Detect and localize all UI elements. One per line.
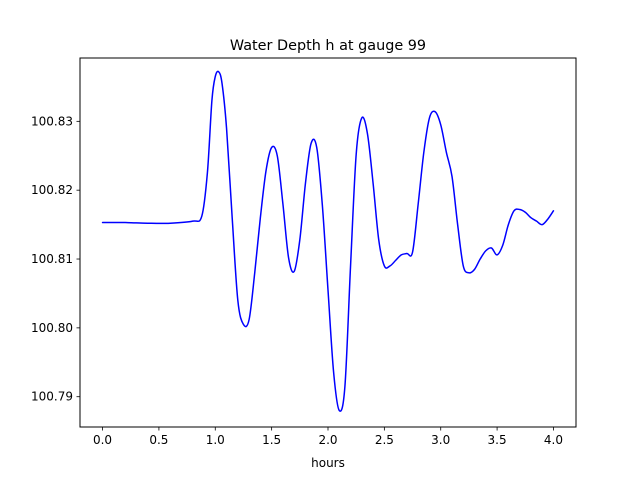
chart-title: Water Depth h at gauge 99 xyxy=(230,38,426,54)
x-tick-label: 2.0 xyxy=(318,433,337,447)
x-tick-label: 0.5 xyxy=(149,433,168,447)
y-tick-label: 100.79 xyxy=(31,390,73,404)
x-tick-label: 4.0 xyxy=(544,433,563,447)
x-tick-label: 2.5 xyxy=(375,433,394,447)
x-tick-label: 1.5 xyxy=(262,433,281,447)
y-tick-label: 100.80 xyxy=(31,321,73,335)
x-tick-label: 3.5 xyxy=(488,433,507,447)
series-line-water-depth xyxy=(101,70,555,412)
y-tick-label: 100.82 xyxy=(31,183,73,197)
x-tick-label: 0.0 xyxy=(93,433,112,447)
y-tick-label: 100.83 xyxy=(31,114,73,128)
ticks-layer: 0.0 0.5 1.0 1.5 2.0 2.5 3.0 3.5 4.0 100.79 100.80 1… xyxy=(31,114,563,447)
plot-frame xyxy=(79,57,577,428)
x-axis-label: hours xyxy=(311,456,345,470)
y-tick-label: 100.81 xyxy=(31,252,73,266)
x-tick-label: 1.0 xyxy=(206,433,225,447)
x-tick-label: 3.0 xyxy=(431,433,450,447)
